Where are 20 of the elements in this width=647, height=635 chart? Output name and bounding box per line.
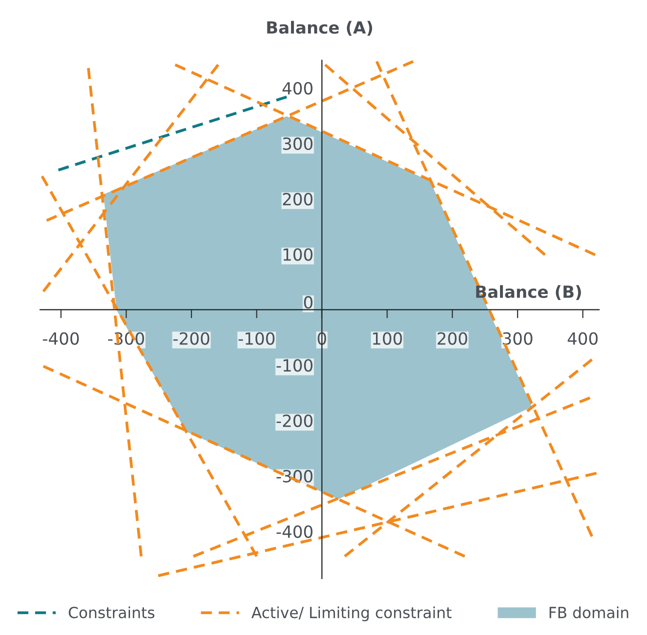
y-tick-label: 200 [282,192,312,206]
x-tick-label: 400 [568,332,598,345]
y-tick-label: 100 [284,248,312,261]
y-tick-label: 0 [304,296,312,309]
x-tick-label: 300 [502,332,532,345]
x-tick-label: 100 [373,332,402,345]
x-tick-label: 200 [438,332,468,345]
y-tick-label: 400 [282,82,312,95]
x-tick-label: -100 [238,332,274,345]
y-axis-title: Balance (A) [267,20,372,36]
legend-label: Constraints [68,606,154,618]
x-tick-label: -400 [42,332,79,345]
legend-label: Active/ Limiting constraint [251,606,452,622]
y-tick-label: -400 [276,525,312,538]
legend-label: FB domain [550,606,628,618]
y-tick-label: -100 [276,359,312,372]
y-tick-label: 300 [283,137,312,150]
x-tick-label: -200 [173,332,210,345]
x-axis-title: Balance (B) [476,285,581,300]
y-tick-label: -200 [276,414,312,428]
